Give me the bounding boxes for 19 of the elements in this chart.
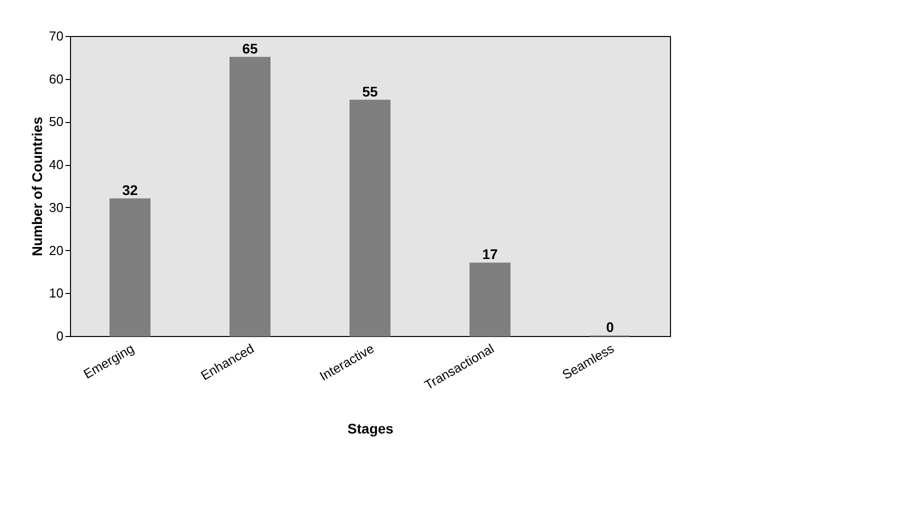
bar bbox=[230, 56, 270, 336]
data-label: 17 bbox=[482, 246, 498, 262]
data-label: 32 bbox=[122, 182, 138, 198]
y-axis-title: Number of Countries bbox=[29, 116, 46, 256]
y-tick-label: 10 bbox=[49, 286, 64, 301]
y-tick-label: 0 bbox=[56, 328, 64, 344]
y-tick-label: 70 bbox=[49, 28, 64, 44]
data-label: 65 bbox=[242, 40, 258, 56]
bar bbox=[110, 198, 150, 336]
y-tick-label: 20 bbox=[49, 242, 64, 258]
bar bbox=[350, 100, 390, 336]
y-tick-label: 40 bbox=[49, 157, 64, 172]
x-axis-title: Stages bbox=[348, 420, 394, 437]
y-tick-label: 50 bbox=[49, 114, 64, 130]
data-label: 0 bbox=[606, 319, 614, 335]
data-label: 55 bbox=[362, 83, 378, 100]
y-tick-label: 60 bbox=[49, 71, 64, 86]
y-tick-label: 30 bbox=[49, 200, 64, 215]
bar bbox=[470, 262, 510, 336]
